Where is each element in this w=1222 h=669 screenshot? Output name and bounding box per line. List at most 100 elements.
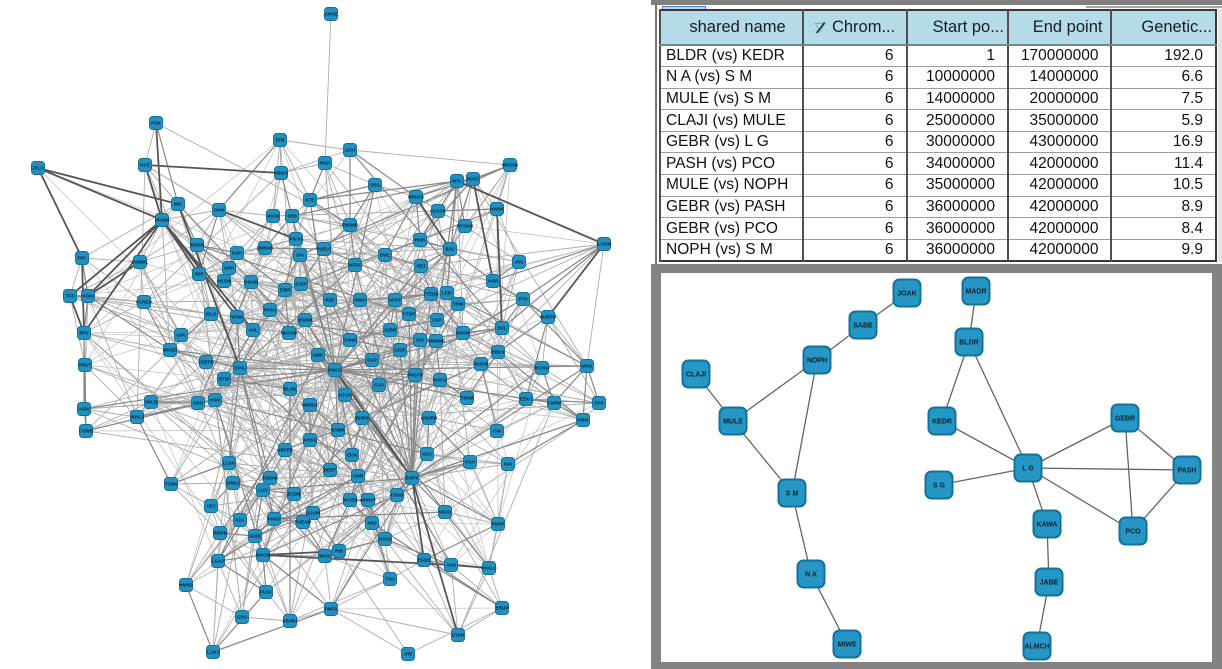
svg-text:GRH: GRH — [224, 266, 234, 271]
svg-text:EPS: EPS — [594, 401, 603, 406]
svg-text:CKP: CKP — [432, 318, 442, 323]
svg-text:TBSM: TBSM — [461, 396, 474, 401]
svg-text:DEG: DEG — [370, 183, 380, 188]
svg-text:HMRD: HMRD — [179, 583, 193, 588]
svg-text:EKM: EKM — [347, 453, 357, 458]
svg-text:PHGTP: PHGTP — [407, 373, 423, 378]
svg-text:CSSD: CSSD — [391, 493, 404, 498]
svg-text:NOPH: NOPH — [807, 358, 827, 365]
svg-text:MIWE: MIWE — [837, 642, 856, 649]
svg-text:DMHAB: DMHAB — [257, 246, 274, 251]
svg-text:KOIU: KOIU — [82, 294, 93, 299]
svg-text:CLAJI: CLAJI — [686, 372, 706, 379]
svg-text:WFDC: WFDC — [348, 263, 362, 268]
svg-text:KEDR: KEDR — [932, 419, 952, 426]
svg-text:L G: L G — [1022, 466, 1034, 473]
svg-text:PPSA: PPSA — [264, 308, 277, 313]
svg-text:KDJ: KDJ — [235, 518, 244, 523]
svg-text:OWL: OWL — [380, 253, 391, 258]
svg-text:DHM: DHM — [214, 208, 224, 213]
svg-text:HGGC: HGGC — [328, 368, 342, 373]
svg-text:MULE: MULE — [723, 419, 743, 426]
svg-text:ABHRJ: ABHRJ — [282, 619, 298, 624]
svg-text:PMFA: PMFA — [325, 607, 338, 612]
svg-text:CMR: CMR — [353, 474, 364, 479]
svg-text:HBGO: HBGO — [274, 171, 288, 176]
svg-text:WTL: WTL — [452, 179, 462, 184]
svg-text:MADR: MADR — [966, 289, 987, 296]
svg-text:PWJG: PWJG — [289, 237, 303, 242]
svg-text:CBEFB: CBEFB — [198, 360, 214, 365]
svg-text:KWBBL: KWBBL — [132, 260, 149, 265]
svg-text:PFGIM: PFGIM — [155, 218, 170, 223]
svg-text:N A: N A — [805, 572, 817, 579]
svg-text:CMRN: CMRN — [547, 401, 561, 406]
svg-text:AWWMB: AWWMB — [427, 339, 446, 344]
svg-text:FCREO: FCREO — [136, 300, 152, 305]
svg-text:TSG: TSG — [385, 577, 395, 582]
svg-text:BKL: BKL — [497, 326, 506, 331]
svg-text:JHG: JHG — [514, 260, 524, 265]
svg-text:SRD: SRD — [287, 214, 297, 219]
svg-text:PMW: PMW — [578, 418, 590, 423]
svg-text:RDF: RDF — [325, 298, 334, 303]
svg-text:TTEDB: TTEDB — [424, 292, 440, 297]
svg-text:AHSIU: AHSIU — [303, 438, 317, 443]
svg-text:OGAM: OGAM — [244, 280, 258, 285]
svg-text:JKCBD: JKCBD — [342, 498, 358, 503]
svg-text:GJO: GJO — [374, 383, 384, 388]
svg-text:EOBHG: EOBHG — [262, 476, 279, 481]
svg-text:FMSMB: FMSMB — [342, 223, 359, 228]
svg-text:S M: S M — [786, 491, 799, 498]
svg-text:BLDR: BLDR — [959, 340, 978, 347]
svg-text:UIA: UIA — [296, 253, 305, 258]
svg-text:WBRDO: WBRDO — [301, 403, 319, 408]
svg-text:NJU: NJU — [367, 521, 376, 526]
svg-text:RPS: RPS — [79, 331, 88, 336]
svg-text:MASI: MASI — [319, 554, 330, 559]
svg-text:NOCU: NOCU — [433, 378, 446, 383]
svg-text:CIN: CIN — [493, 429, 501, 434]
svg-text:IMC: IMC — [174, 202, 183, 207]
svg-text:EGDE: EGDE — [418, 558, 431, 563]
svg-text:BLHU: BLHU — [284, 387, 297, 392]
svg-text:LDAJ: LDAJ — [212, 559, 224, 564]
svg-text:DPG: DPG — [235, 366, 245, 371]
svg-text:NDFF: NDFF — [467, 177, 479, 182]
svg-text:PCO: PCO — [1125, 529, 1141, 536]
svg-text:MRKFS: MRKFS — [408, 195, 424, 200]
svg-text:GRD: GRD — [193, 401, 204, 406]
svg-text:EKRHE: EKRHE — [473, 362, 489, 367]
svg-text:BGDH: BGDH — [190, 243, 203, 248]
svg-text:NAI: NAI — [504, 462, 512, 467]
svg-text:PUELC: PUELC — [316, 247, 332, 252]
svg-text:PTD: PTD — [519, 297, 529, 302]
svg-text:RMR: RMR — [415, 238, 426, 243]
svg-text:SABE: SABE — [853, 323, 873, 330]
svg-text:AUL: AUL — [248, 328, 257, 333]
svg-text:GEBR: GEBR — [1115, 416, 1135, 423]
svg-text:OLKSK: OLKSK — [430, 209, 447, 214]
svg-text:GRO: GRO — [237, 615, 248, 620]
svg-text:UTUS: UTUS — [339, 393, 351, 398]
svg-text:THHI: THHI — [453, 302, 464, 307]
svg-text:JRE: JRE — [404, 652, 413, 657]
svg-text:FGH: FGH — [465, 460, 475, 465]
svg-text:NDHW: NDHW — [456, 331, 471, 336]
svg-text:HSM: HSM — [210, 398, 220, 403]
svg-text:PRUT: PRUT — [79, 363, 92, 368]
svg-text:KTE: KTE — [306, 198, 315, 203]
svg-text:GGSRI: GGSRI — [306, 511, 321, 516]
svg-text:TFS: TFS — [66, 294, 75, 299]
svg-text:RGP: RGP — [320, 161, 330, 166]
svg-text:SEMNK: SEMNK — [297, 318, 314, 323]
svg-text:UJK: UJK — [176, 333, 186, 338]
svg-text:OWO: OWO — [354, 298, 366, 303]
svg-text:PAKG: PAKG — [268, 517, 281, 522]
svg-text:SNLB: SNLB — [145, 400, 158, 405]
svg-text:JUBR: JUBR — [384, 328, 397, 333]
svg-text:HKSW: HKSW — [217, 279, 232, 284]
svg-text:PUEAM: PUEAM — [295, 520, 312, 525]
svg-text:UTUH: UTUH — [452, 633, 465, 638]
svg-text:MOU: MOU — [582, 364, 593, 369]
